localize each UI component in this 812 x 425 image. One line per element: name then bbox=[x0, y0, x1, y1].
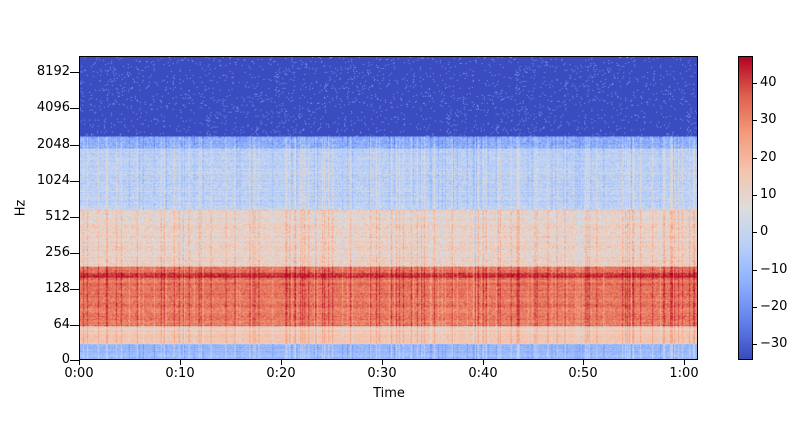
colorbar-tick bbox=[753, 307, 757, 308]
y-tick bbox=[70, 108, 79, 109]
colorbar bbox=[738, 56, 753, 360]
y-tick-label: 512 bbox=[45, 209, 70, 224]
colorbar-tick-label: −20 bbox=[760, 299, 788, 314]
y-tick-label: 256 bbox=[45, 245, 70, 260]
colorbar-tick-label: −10 bbox=[760, 262, 788, 277]
y-tick bbox=[70, 72, 79, 73]
y-tick-label: 8192 bbox=[36, 64, 70, 79]
x-tick-label: 0:10 bbox=[165, 366, 195, 381]
x-tick-label: 1:00 bbox=[669, 366, 699, 381]
spectrogram-plot bbox=[79, 56, 698, 360]
colorbar-tick-label: 10 bbox=[760, 187, 777, 202]
x-tick bbox=[583, 360, 584, 365]
colorbar-tick-label: 40 bbox=[760, 75, 777, 90]
y-tick-label: 64 bbox=[53, 317, 70, 332]
x-axis-title: Time bbox=[373, 386, 405, 401]
colorbar-tick bbox=[753, 158, 757, 159]
colorbar-tick bbox=[753, 83, 757, 84]
x-tick bbox=[483, 360, 484, 365]
x-tick bbox=[382, 360, 383, 365]
spectrogram-image bbox=[80, 57, 697, 359]
y-tick-label: 128 bbox=[45, 281, 70, 296]
x-tick bbox=[79, 360, 80, 365]
y-tick-label: 0 bbox=[61, 352, 70, 367]
x-tick-label: 0:20 bbox=[266, 366, 296, 381]
colorbar-tick bbox=[753, 120, 757, 121]
colorbar-tick-label: 0 bbox=[760, 224, 769, 239]
y-tick bbox=[70, 325, 79, 326]
colorbar-tick-label: 20 bbox=[760, 150, 777, 165]
y-tick bbox=[70, 360, 79, 361]
y-tick bbox=[70, 217, 79, 218]
x-tick bbox=[281, 360, 282, 365]
x-tick-label: 0:50 bbox=[568, 366, 598, 381]
x-tick bbox=[684, 360, 685, 365]
x-tick-label: 0:30 bbox=[367, 366, 397, 381]
colorbar-tick bbox=[753, 270, 757, 271]
y-tick bbox=[70, 181, 79, 182]
colorbar-tick bbox=[753, 232, 757, 233]
y-axis-title: Hz bbox=[13, 199, 29, 217]
colorbar-gradient bbox=[739, 57, 752, 359]
colorbar-tick-label: 30 bbox=[760, 112, 777, 127]
y-tick bbox=[70, 253, 79, 254]
y-tick bbox=[70, 145, 79, 146]
x-tick bbox=[180, 360, 181, 365]
colorbar-tick bbox=[753, 195, 757, 196]
colorbar-tick-label: −30 bbox=[760, 336, 788, 351]
y-tick-label: 4096 bbox=[36, 100, 70, 115]
y-tick-label: 1024 bbox=[36, 173, 70, 188]
x-tick-label: 0:40 bbox=[468, 366, 498, 381]
y-tick-label: 2048 bbox=[36, 137, 70, 152]
colorbar-tick bbox=[753, 344, 757, 345]
x-tick-label: 0:00 bbox=[64, 366, 94, 381]
y-tick bbox=[70, 289, 79, 290]
